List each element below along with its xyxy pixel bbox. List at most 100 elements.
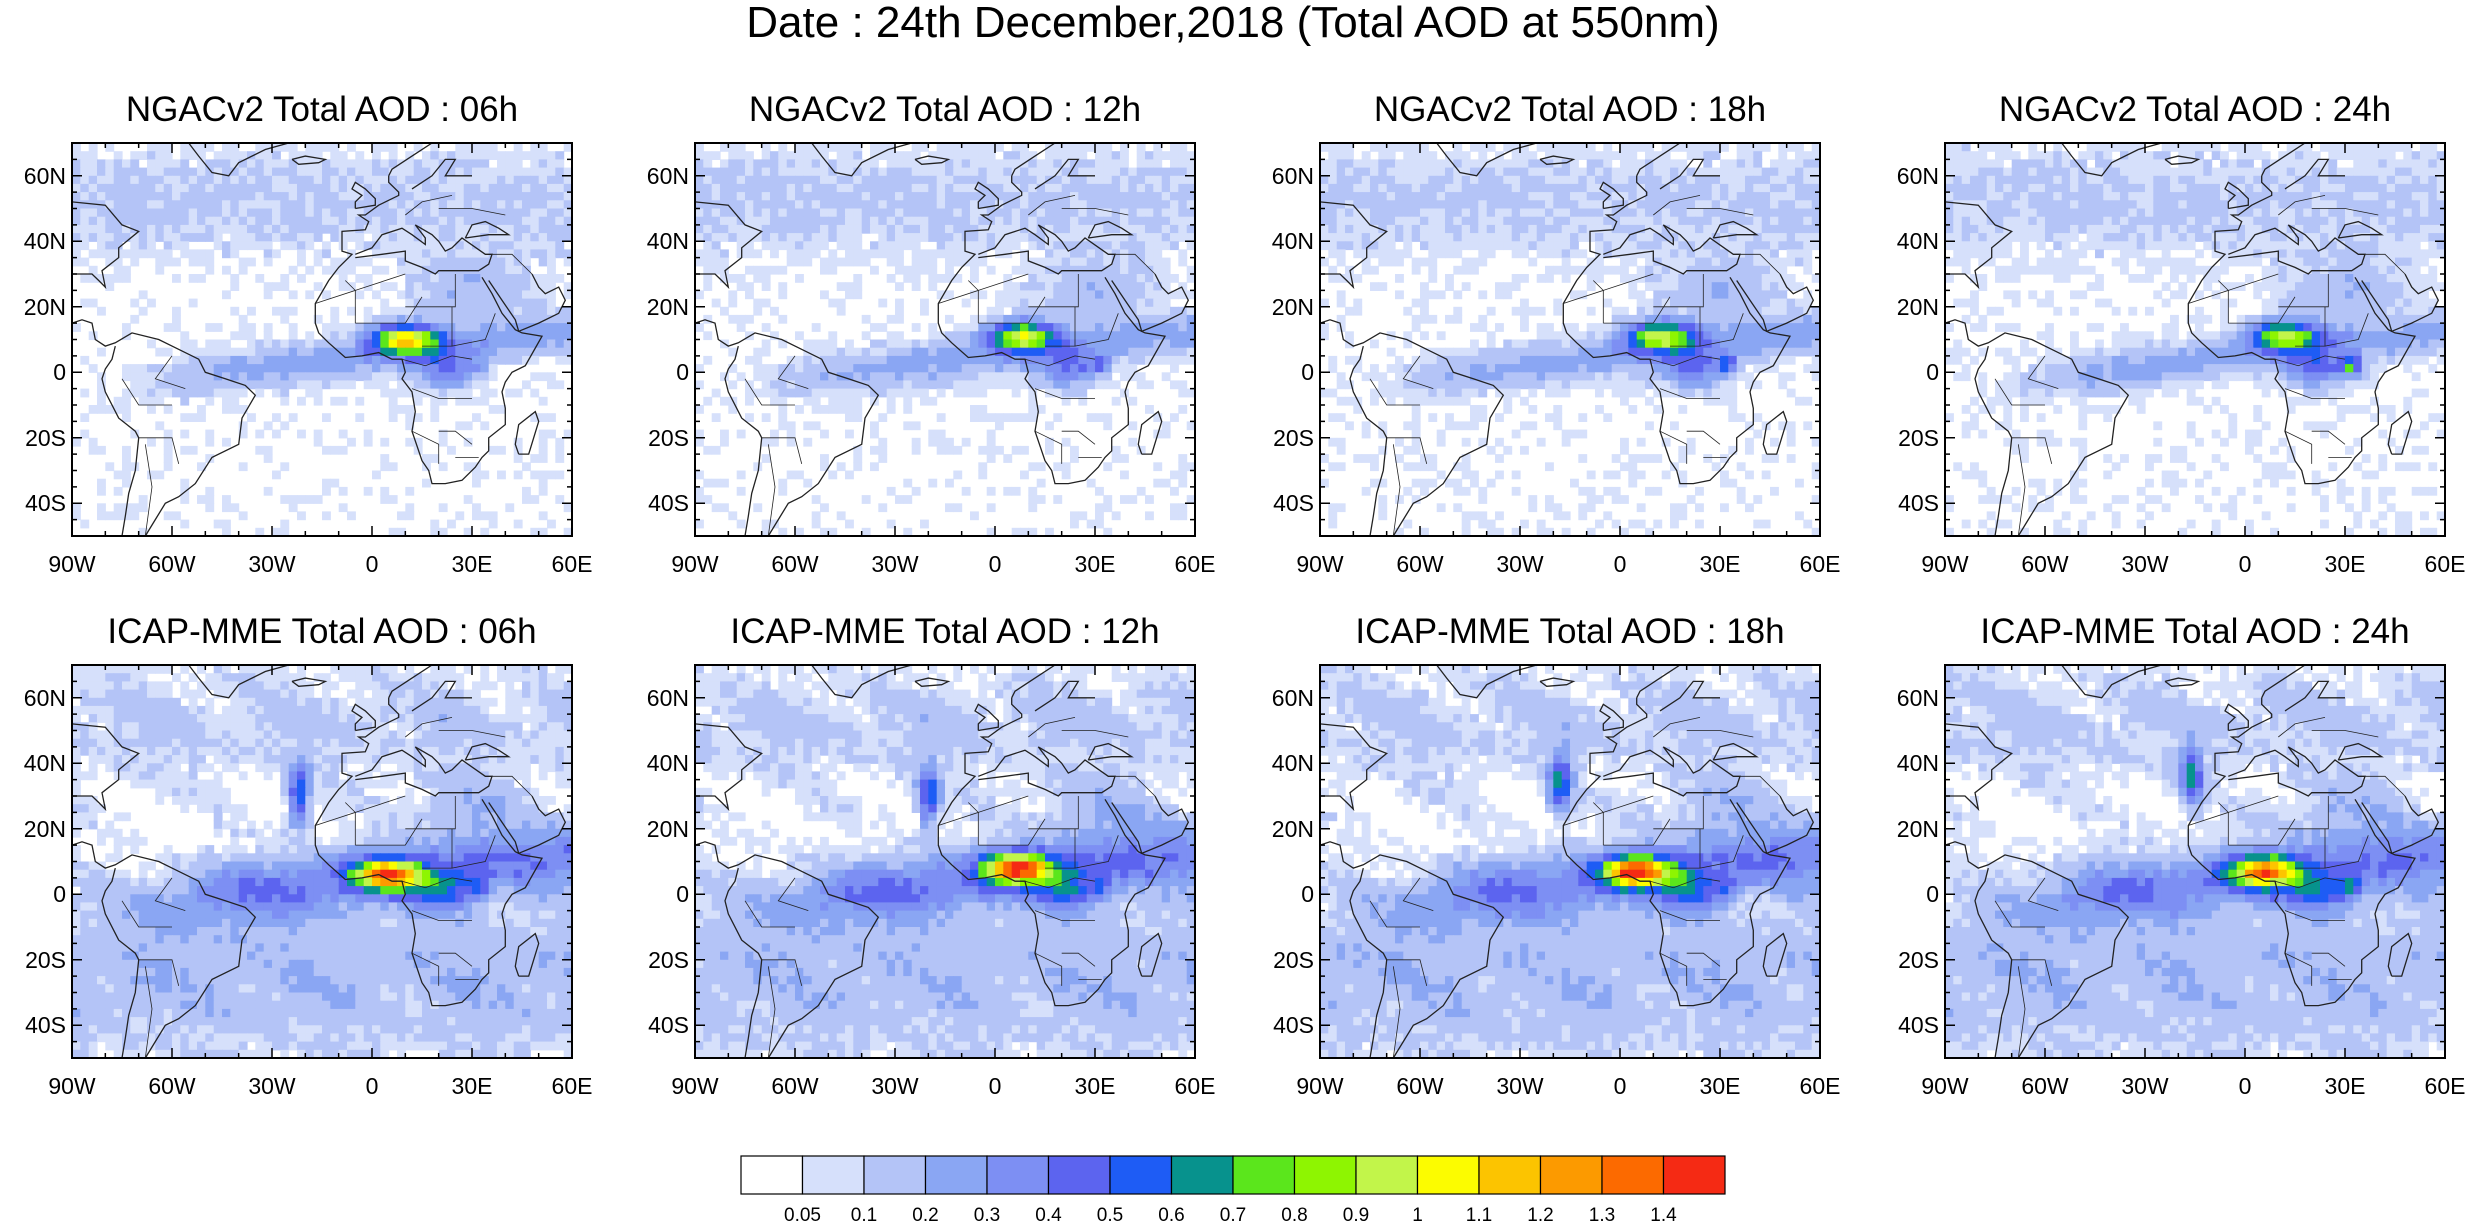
- lon-tick-label: 0: [2210, 1074, 2280, 1098]
- lat-tick-label: 60N: [1879, 164, 1939, 188]
- colorbar-level-label: 0.8: [1270, 1206, 1320, 1226]
- lat-tick-label: 40S: [6, 491, 66, 515]
- panel-title: ICAP-MME Total AOD : 12h: [695, 613, 1195, 651]
- lon-tick-label: 30W: [860, 552, 930, 576]
- lat-tick-label: 20S: [1879, 948, 1939, 972]
- lat-tick-label: 40S: [6, 1013, 66, 1037]
- colorbar-level-label: 0.2: [901, 1206, 951, 1226]
- lon-tick-label: 60W: [137, 1074, 207, 1098]
- lat-tick-label: 20S: [1879, 426, 1939, 450]
- lat-tick-label: 60N: [6, 164, 66, 188]
- lat-tick-label: 40N: [1254, 229, 1314, 253]
- colorbar-level-label: 0.1: [839, 1206, 889, 1226]
- lon-tick-label: 60W: [760, 552, 830, 576]
- aod-map: [72, 143, 572, 536]
- colorbar-level-label: 1.3: [1577, 1206, 1627, 1226]
- aod-field: [1320, 143, 1821, 537]
- lat-tick-label: 20N: [1879, 295, 1939, 319]
- lat-tick-label: 20S: [6, 426, 66, 450]
- aod-map-panel: [72, 143, 572, 536]
- colorbar-level-label: 1: [1393, 1206, 1443, 1226]
- lat-tick-label: 0: [6, 360, 66, 384]
- aod-field: [695, 665, 1196, 1059]
- aod-map: [72, 665, 572, 1058]
- lat-tick-label: 40S: [1879, 1013, 1939, 1037]
- colorbar-swatch: [741, 1156, 803, 1194]
- lat-tick-label: 20S: [629, 948, 689, 972]
- lon-tick-label: 60W: [137, 552, 207, 576]
- lat-tick-label: 0: [1879, 360, 1939, 384]
- lat-tick-label: 40N: [6, 229, 66, 253]
- lat-tick-label: 20N: [6, 295, 66, 319]
- colorbar-level-label: 0.5: [1085, 1206, 1135, 1226]
- lat-tick-label: 20N: [1254, 295, 1314, 319]
- aod-map: [1945, 665, 2445, 1058]
- lon-tick-label: 30W: [237, 552, 307, 576]
- panel-title: NGACv2 Total AOD : 06h: [72, 91, 572, 129]
- colorbar-swatch: [864, 1156, 926, 1194]
- lat-tick-label: 0: [1879, 882, 1939, 906]
- lat-tick-label: 40N: [1879, 751, 1939, 775]
- aod-field: [1945, 143, 2446, 537]
- lon-tick-label: 60E: [1160, 1074, 1230, 1098]
- figure-title: Date : 24th December,2018 (Total AOD at …: [0, 0, 2466, 46]
- lon-tick-label: 60W: [1385, 1074, 1455, 1098]
- lon-tick-label: 90W: [1285, 552, 1355, 576]
- colorbar-swatch: [1664, 1156, 1726, 1194]
- lat-tick-label: 20N: [1879, 817, 1939, 841]
- lon-tick-label: 30W: [1485, 552, 1555, 576]
- lat-tick-label: 40N: [1254, 751, 1314, 775]
- lon-tick-label: 60E: [2410, 1074, 2466, 1098]
- lat-tick-label: 20S: [1254, 426, 1314, 450]
- colorbar-level-label: 0.05: [778, 1206, 828, 1226]
- lon-tick-label: 90W: [660, 552, 730, 576]
- lon-tick-label: 0: [960, 1074, 1030, 1098]
- colorbar-swatch: [803, 1156, 865, 1194]
- colorbar-level-label: 0.3: [962, 1206, 1012, 1226]
- aod-field: [695, 143, 1196, 537]
- lon-tick-label: 90W: [37, 552, 107, 576]
- panel-title: NGACv2 Total AOD : 24h: [1945, 91, 2445, 129]
- lat-tick-label: 60N: [1254, 686, 1314, 710]
- lon-tick-label: 90W: [1910, 1074, 1980, 1098]
- lon-tick-label: 0: [960, 552, 1030, 576]
- lat-tick-label: 40N: [6, 751, 66, 775]
- lon-tick-label: 60E: [537, 1074, 607, 1098]
- aod-field: [1945, 665, 2446, 1059]
- lat-tick-label: 0: [1254, 882, 1314, 906]
- aod-field: [72, 665, 573, 1059]
- colorbar-swatch: [1049, 1156, 1111, 1194]
- aod-map: [1320, 665, 1820, 1058]
- lon-tick-label: 30E: [1060, 1074, 1130, 1098]
- aod-map-panel: [1320, 665, 1820, 1058]
- colorbar-swatch: [1602, 1156, 1664, 1194]
- lat-tick-label: 0: [629, 360, 689, 384]
- aod-map-panel: [1945, 665, 2445, 1058]
- lat-tick-label: 40N: [1879, 229, 1939, 253]
- lon-tick-label: 30W: [860, 1074, 930, 1098]
- colorbar-swatch: [1479, 1156, 1541, 1194]
- colorbar-swatch: [1295, 1156, 1357, 1194]
- panel-title: NGACv2 Total AOD : 12h: [695, 91, 1195, 129]
- colorbar-swatch: [1541, 1156, 1603, 1194]
- lon-tick-label: 30E: [437, 1074, 507, 1098]
- lat-tick-label: 20N: [629, 817, 689, 841]
- lon-tick-label: 30E: [2310, 1074, 2380, 1098]
- lon-tick-label: 30E: [1060, 552, 1130, 576]
- lon-tick-label: 0: [337, 1074, 407, 1098]
- lat-tick-label: 60N: [1254, 164, 1314, 188]
- lat-tick-label: 20N: [629, 295, 689, 319]
- lon-tick-label: 0: [1585, 1074, 1655, 1098]
- lon-tick-label: 60W: [1385, 552, 1455, 576]
- aod-map-panel: [1945, 143, 2445, 536]
- lon-tick-label: 90W: [37, 1074, 107, 1098]
- aod-map-panel: [695, 665, 1195, 1058]
- lon-tick-label: 30W: [1485, 1074, 1555, 1098]
- lat-tick-label: 40S: [1254, 1013, 1314, 1037]
- lon-tick-label: 30E: [1685, 1074, 1755, 1098]
- lat-tick-label: 60N: [629, 164, 689, 188]
- colorbar-swatch: [1356, 1156, 1418, 1194]
- panel-title: NGACv2 Total AOD : 18h: [1320, 91, 1820, 129]
- colorbar-swatch: [1418, 1156, 1480, 1194]
- colorbar-level-label: 0.9: [1331, 1206, 1381, 1226]
